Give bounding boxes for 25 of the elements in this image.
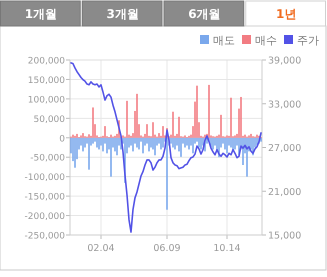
y-tick-label: 100,000 — [28, 95, 66, 106]
y-tick-label: -250,000 — [24, 232, 66, 242]
legend-label: 주가 — [297, 34, 319, 47]
y-tick-label: 200,000 — [28, 56, 66, 66]
x-tick-label: 06.09 — [153, 243, 181, 254]
y-tick-label: -50,000 — [30, 154, 66, 164]
y2-tick-label: 39,000 — [268, 56, 302, 66]
y2-tick-label: 33,000 — [268, 99, 302, 110]
legend-label: 매도 — [213, 34, 235, 47]
y-tick-label: 150,000 — [28, 76, 66, 86]
y-tick-label: 0 — [59, 134, 66, 144]
legend-label: 매수 — [255, 34, 277, 47]
y-tick-label: -150,000 — [24, 192, 66, 203]
y2-tick-label: 27,000 — [268, 143, 302, 154]
text: 6개월 — [188, 7, 221, 21]
text: 3개월 — [106, 7, 139, 21]
y-tick-label: 50,000 — [34, 114, 66, 125]
x-tick-label: 02.04 — [87, 243, 115, 254]
y-tick-label: -100,000 — [24, 173, 66, 184]
text: 1개월 — [24, 7, 58, 21]
y-tick-label: -200,000 — [24, 212, 66, 222]
x-tick-label: 10.14 — [213, 243, 241, 254]
text: 1년 — [276, 7, 296, 21]
y2-tick-label: 21,000 — [268, 186, 302, 198]
y2-tick-label: 15,000 — [268, 230, 302, 242]
